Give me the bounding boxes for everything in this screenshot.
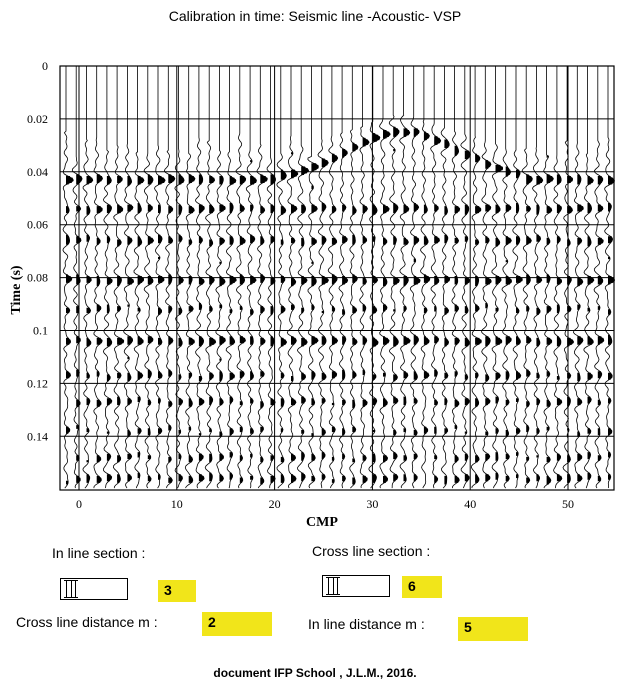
trace-fill [505,166,512,482]
inline-section-label: In line section : [52,545,146,561]
trace-fill [546,155,554,485]
trace-fill [536,176,543,482]
trace-fill [117,176,124,483]
trace-fill [147,174,154,482]
trace-fill [209,176,216,482]
page-title: Calibration in time: Seismic line -Acous… [168,8,462,24]
seismic-trace [102,66,113,489]
x-tick-label: 20 [269,497,281,511]
trace-fill [239,176,246,483]
trace-fill [219,176,226,482]
trace-fill [464,150,471,482]
seismic-trace [359,66,370,489]
trace-fill [342,149,348,482]
trace-fill [372,133,380,483]
inline-distance-label: In line distance m : [308,616,425,632]
trace-fill [587,176,594,480]
x-tick-label: 40 [464,497,476,511]
trace-fill [321,158,329,480]
trace-fill [413,128,421,482]
x-tick-label: 50 [562,497,574,511]
seismic-trace [379,66,391,489]
seismic-trace [481,66,492,489]
trace-fill [597,176,604,482]
seismic-trace [573,66,584,489]
trace-fill [280,169,287,483]
trace-fill [229,176,237,480]
seismic-traces [62,66,616,489]
x-axis-label: CMP [306,515,338,530]
seismic-trace [195,66,205,489]
seismic-section-chart: 0 0.02 0.04 0.06 0.08 0.1 0.12 0.14 0 10 20 30 40 50… [9,59,616,530]
crossline-distance-value[interactable]: 2 [202,612,272,636]
y-axis-label: Time (s) [9,265,24,314]
trace-fill [158,176,166,480]
trace-fill [423,131,430,434]
seismic-trace [460,66,471,489]
trace-fill [362,137,370,483]
x-tick-label: 10 [171,497,183,511]
crossline-section-value[interactable]: 6 [402,576,442,598]
seismic-trace [286,66,299,489]
trace-fill [475,153,482,483]
trace-fill [393,126,400,482]
y-tick-labels: 0 0.02 0.04 0.06 0.08 0.1 0.12 0.14 [27,59,48,443]
seismic-trace [123,66,135,489]
trace-fill [96,174,103,483]
footer-credit: document IFP School , J.L.M., 2016. [213,666,417,680]
trace-fill [291,152,298,483]
y-tick-label: 0.14 [27,429,48,443]
y-tick-label: 0.04 [27,165,48,179]
inline-distance-value[interactable]: 5 [458,617,528,641]
trace-fill [137,176,144,479]
trace-fill [270,174,276,483]
slider-thumb-icon[interactable] [326,577,340,595]
trace-fill [526,174,533,483]
trace-fill [454,145,460,483]
y-tick-label: 0.02 [27,112,48,126]
trace-fill [485,160,492,482]
y-tick-label: 0.06 [27,218,48,232]
trace-fill [178,174,185,482]
y-tick-label: 0.12 [27,376,48,390]
trace-fill [495,164,503,480]
trace-fill [444,139,450,485]
inline-section-slider[interactable] [60,578,128,600]
slider-thumb-icon[interactable] [64,580,78,598]
inline-section-value[interactable]: 3 [158,580,196,602]
trace-fill [301,166,309,482]
crossline-section-label: Cross line section : [312,543,431,559]
seismic-trace [553,66,563,489]
crossline-distance-label: Cross line distance m : [16,614,158,630]
x-tick-label: 0 [76,497,82,511]
trace-fill [556,174,562,482]
x-tick-label: 30 [366,497,378,511]
trace-fill [198,174,205,482]
trace-fill [106,176,113,482]
trace-fill [86,176,93,483]
trace-fill [250,160,257,480]
y-tick-label: 0 [42,59,48,73]
trace-fill [352,142,358,485]
trace-fill [434,136,441,483]
trace-fill [577,174,584,482]
grid-lines [60,65,614,490]
x-tick-labels: 0 10 20 30 40 50 [76,497,574,511]
trace-fill [188,174,195,483]
trace-fill [311,163,319,482]
trace-fill [127,176,134,482]
crossline-section-slider[interactable] [322,575,390,597]
trace-fill [516,169,523,479]
trace-fill [260,174,268,485]
trace-fill [383,130,391,483]
trace-fill [331,153,338,483]
trace-fill [403,128,411,482]
y-tick-label: 0.08 [27,271,48,285]
y-tick-label: 0.1 [33,324,48,338]
